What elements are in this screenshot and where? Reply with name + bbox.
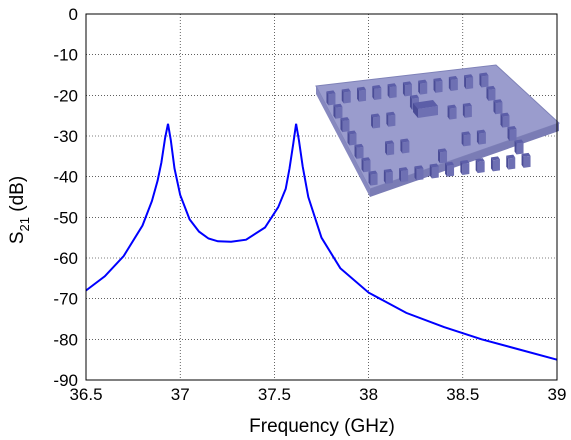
via-post: [399, 167, 409, 183]
y-tick-label: -30: [53, 127, 78, 146]
via-post: [385, 140, 395, 156]
via-post: [460, 159, 470, 175]
x-tick-label: 39: [548, 385, 567, 404]
via-post: [340, 117, 350, 133]
plot-frame: [85, 13, 558, 381]
y-tick-label: -70: [53, 290, 78, 309]
via-post: [506, 154, 516, 170]
via-post: [383, 168, 393, 184]
y-tick-labels: 0 -10 -20 -30 -40 -50 -60 -70 -80 -90: [53, 5, 78, 390]
via-post: [486, 85, 496, 101]
via-post: [500, 112, 510, 128]
via-post: [507, 126, 517, 142]
via-post: [386, 111, 396, 127]
via-post: [400, 138, 410, 154]
via-post: [361, 157, 371, 173]
via-post: [445, 161, 455, 177]
via-post: [429, 163, 439, 179]
via-post: [521, 152, 531, 168]
x-tick-label: 36.5: [69, 385, 102, 404]
via-post: [333, 103, 343, 119]
via-post: [514, 139, 524, 155]
via-post: [438, 148, 448, 164]
via-post: [493, 99, 503, 115]
x-tick-label: 38: [359, 385, 378, 404]
y-tick-label: -60: [53, 249, 78, 268]
y-tick-label: -50: [53, 208, 78, 227]
via-post: [464, 74, 474, 90]
y-tick-label: -80: [53, 330, 78, 349]
via-post: [387, 83, 397, 99]
filter-3d-model-image: [315, 64, 560, 197]
s21-series-line: [85, 123, 558, 361]
via-post: [341, 88, 351, 104]
via-post: [354, 143, 364, 159]
x-tick-label: 37.5: [258, 385, 291, 404]
y-axis-label: S21 (dB): [7, 176, 32, 244]
x-axis-label: Frequency (GHz): [249, 416, 395, 437]
via-post: [402, 81, 412, 97]
via-post: [433, 77, 443, 93]
via-post: [479, 72, 489, 88]
via-post: [414, 165, 424, 181]
via-post: [447, 104, 457, 120]
via-post: [347, 130, 357, 146]
via-post: [476, 129, 486, 145]
x-tick-label: 38.5: [446, 385, 479, 404]
x-tick-labels: 36.5 37 37.5 38 38.5 39: [69, 385, 566, 404]
x-tick-label: 37: [171, 385, 190, 404]
via-post: [418, 79, 428, 95]
y-tick-label: 0: [69, 5, 78, 24]
via-post: [461, 131, 471, 147]
via-post: [475, 158, 485, 174]
via-post: [371, 113, 381, 129]
y-tick-label: -40: [53, 168, 78, 187]
y-tick-label: -20: [53, 86, 78, 105]
via-post: [357, 86, 367, 102]
via-post: [490, 156, 500, 172]
y-tick-label: -90: [53, 371, 78, 390]
via-post: [462, 102, 472, 118]
via-post: [368, 170, 378, 186]
via-post: [448, 76, 458, 92]
via-post: [372, 84, 382, 100]
y-tick-label: -10: [53, 46, 78, 65]
via-post: [326, 90, 336, 106]
